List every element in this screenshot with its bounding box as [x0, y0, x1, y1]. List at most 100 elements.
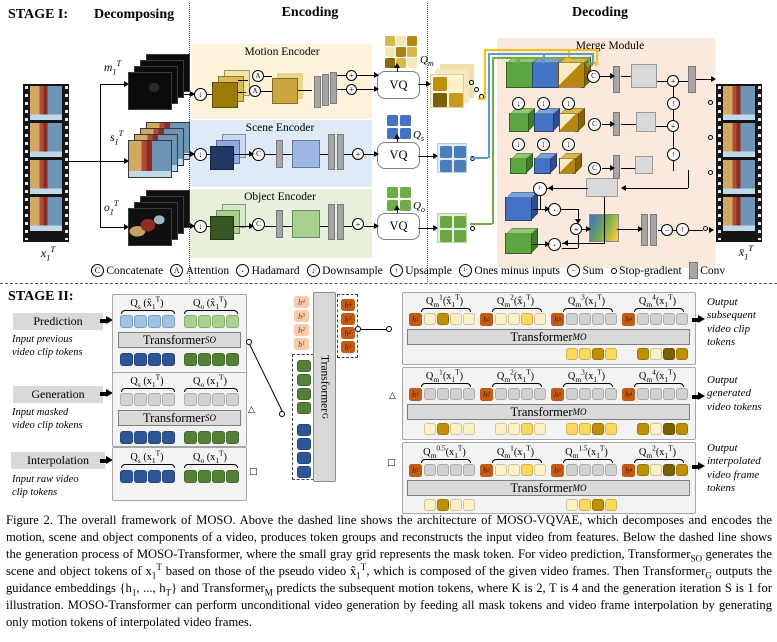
- connector-line: [621, 124, 636, 126]
- connector-line: [238, 80, 248, 82]
- output-video-label: x̄1T: [738, 243, 754, 262]
- stop-gradient-dot: [469, 80, 474, 85]
- feature-stack-layer: [210, 216, 234, 240]
- scene-codebook-tokens: [387, 115, 411, 139]
- grid-cell: [454, 230, 466, 242]
- token: [184, 315, 197, 328]
- scene-feature-block: [292, 140, 320, 168]
- grid-cell: [387, 187, 398, 198]
- arrowhead: [589, 62, 595, 67]
- connector-line: [418, 84, 428, 86]
- grid-cell: [387, 115, 398, 126]
- token: [592, 464, 604, 476]
- connector-line: [578, 235, 580, 248]
- scene-frames-stack: [128, 122, 190, 178]
- motion-frames-label: m1T: [104, 59, 122, 77]
- arrowhead: [374, 72, 379, 78]
- feature-cube: [505, 197, 532, 221]
- connector-line: [361, 329, 387, 331]
- overbrace: [634, 308, 684, 312]
- arrowhead: [394, 205, 400, 210]
- token: [134, 393, 147, 406]
- merge-feature-box: [635, 156, 653, 174]
- op-node-sum: +: [352, 148, 364, 160]
- connector-line: [596, 49, 598, 63]
- connector-line: [344, 154, 352, 156]
- arrowhead: [563, 240, 568, 246]
- connector-line: [656, 126, 667, 128]
- grid-cell: [433, 93, 447, 107]
- connector-line: [184, 154, 192, 156]
- token: [162, 393, 175, 406]
- conv-bar: [613, 66, 620, 93]
- grid-cell: [454, 146, 466, 158]
- legend-item: Stop-gradient: [610, 265, 682, 277]
- op-node-downsample: ↓: [194, 220, 207, 233]
- film-frame: [30, 86, 62, 120]
- grid-cell: [400, 200, 411, 211]
- hadamard-label: Hadamard: [251, 264, 300, 277]
- stage2-label: STAGE II:: [8, 289, 74, 304]
- token: [534, 464, 546, 476]
- token: [650, 464, 662, 476]
- arrowhead: [610, 121, 615, 127]
- arrowhead: [190, 223, 195, 229]
- token: [120, 353, 133, 366]
- op-node-downsample: ↓: [537, 138, 550, 151]
- arrowhead: [585, 63, 591, 68]
- arrowhead: [548, 185, 553, 191]
- grid-cell: [385, 47, 395, 57]
- connector-line: [492, 57, 494, 224]
- connector-line: [484, 49, 486, 99]
- token: [212, 353, 225, 366]
- token: [495, 464, 507, 476]
- connector-line: [364, 154, 376, 156]
- token: [450, 464, 462, 476]
- grid-cell: [407, 58, 417, 68]
- connector-line: [657, 81, 667, 83]
- divider-encoding-decoding: [427, 3, 428, 282]
- arrow-icon: [692, 315, 705, 324]
- token: [534, 423, 546, 435]
- token: [424, 499, 436, 511]
- token: [637, 423, 649, 435]
- film-frame: [723, 197, 755, 231]
- legend-item: ↓ Downsample: [306, 264, 383, 277]
- op-node-upsample: ↑: [667, 148, 680, 161]
- stop-gradient-dot: [474, 87, 479, 92]
- feature-cube: [510, 158, 527, 174]
- token-group-label: Qm0.5(x1T): [423, 443, 466, 461]
- token: [296, 438, 311, 450]
- stop-gradient-icon: [610, 267, 617, 274]
- sum-label: Sum: [582, 264, 604, 277]
- token: [212, 315, 225, 328]
- token: [463, 499, 475, 511]
- motion-codebook-tokens: [385, 36, 417, 68]
- grid-cell: [396, 36, 406, 46]
- token: [508, 464, 520, 476]
- arrowhead: [433, 153, 438, 159]
- arrowhead: [394, 63, 400, 68]
- input-video-label: x1T: [40, 244, 56, 263]
- token: [424, 313, 436, 325]
- token: [296, 424, 311, 436]
- arrow-icon: [692, 392, 705, 401]
- ones-minus-inputs-label: Ones minus inputs: [474, 264, 561, 277]
- hadamard-icon: ·: [236, 264, 250, 277]
- arrowhead: [249, 223, 254, 229]
- feature-cube: [534, 113, 554, 132]
- connector-line: [621, 168, 635, 170]
- token: [521, 423, 533, 435]
- connector-line: [478, 98, 485, 100]
- token: [212, 470, 225, 483]
- token: [676, 423, 688, 435]
- connector-line: [357, 89, 375, 91]
- token: [508, 388, 520, 400]
- token: [134, 431, 147, 444]
- connector-line: [588, 57, 590, 64]
- overbrace: [121, 464, 175, 468]
